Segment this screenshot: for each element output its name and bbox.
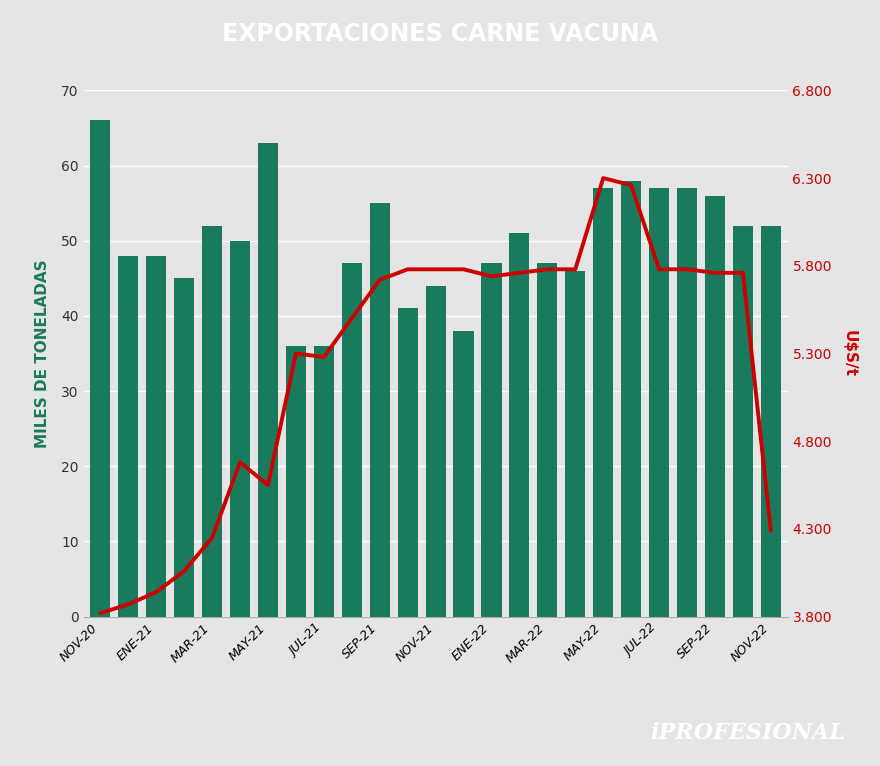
Bar (481, 264, 502, 617)
Bar (761, 226, 781, 617)
Bar (258, 143, 278, 617)
Bar (174, 278, 194, 617)
Bar (91, 120, 110, 617)
Bar (733, 226, 753, 617)
Bar (230, 241, 250, 617)
Bar (314, 346, 334, 617)
Bar (510, 233, 530, 617)
Bar (649, 188, 669, 617)
Bar (426, 286, 445, 617)
Bar (202, 226, 222, 617)
Text: iPROFESIONAL: iPROFESIONAL (649, 722, 845, 745)
Bar (286, 346, 306, 617)
Bar (705, 195, 725, 617)
Bar (118, 256, 138, 617)
Y-axis label: U$S/t: U$S/t (842, 330, 857, 377)
Bar (538, 264, 557, 617)
Bar (621, 181, 642, 617)
Bar (677, 188, 697, 617)
Text: EXPORTACIONES CARNE VACUNA: EXPORTACIONES CARNE VACUNA (222, 21, 658, 46)
Bar (565, 271, 585, 617)
Bar (341, 264, 362, 617)
Bar (146, 256, 166, 617)
Bar (370, 203, 390, 617)
Y-axis label: MILES DE TONELADAS: MILES DE TONELADAS (35, 259, 50, 448)
Bar (398, 309, 418, 617)
Bar (453, 331, 473, 617)
Bar (593, 188, 613, 617)
